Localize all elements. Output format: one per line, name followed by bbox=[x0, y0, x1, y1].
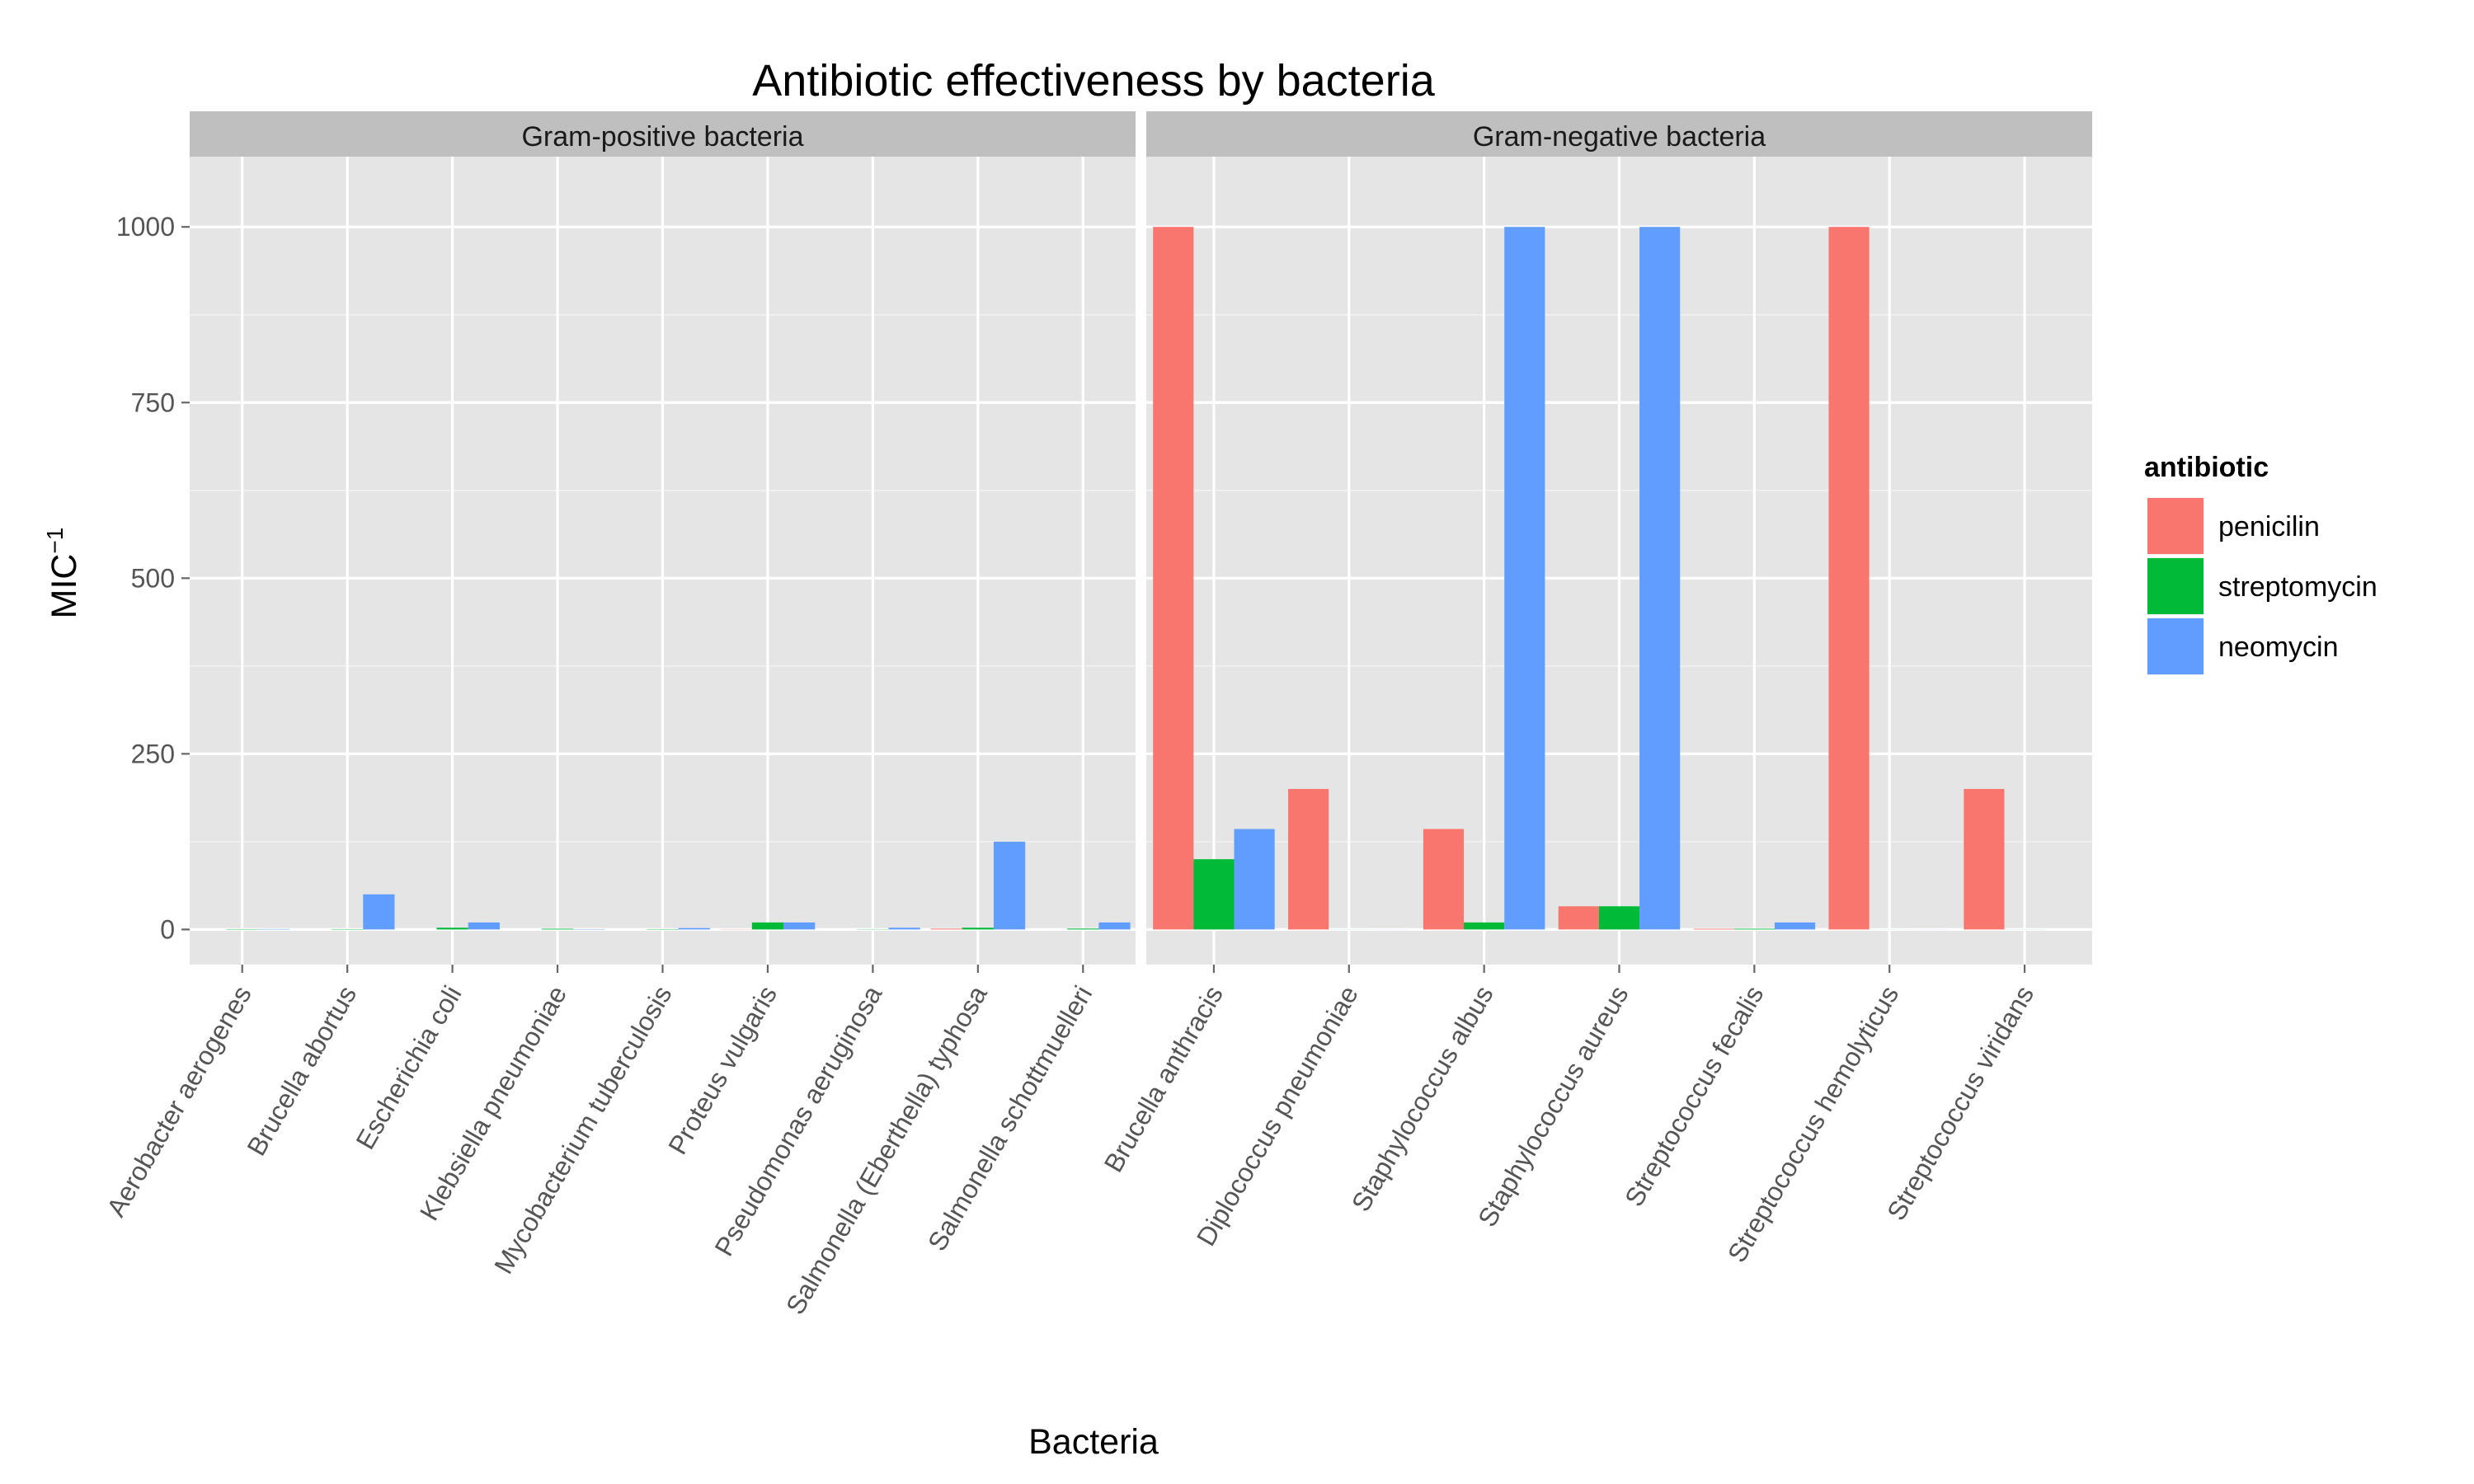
y-tick-label: 500 bbox=[131, 563, 175, 593]
y-tick-label: 1000 bbox=[116, 212, 175, 242]
x-tick-label: Streptococcus fecalis bbox=[1619, 981, 1769, 1212]
y-axis-title: MIC−1 bbox=[42, 528, 84, 619]
x-tick-label: Staphylococcus albus bbox=[1346, 981, 1499, 1217]
chart-title: Antibiotic effectiveness by bacteria bbox=[752, 56, 1435, 106]
bar-neomycin-3 bbox=[1639, 227, 1681, 930]
facet-panel-1: Gram-positive bacteria Aerobacter aerogen… bbox=[101, 111, 1136, 1319]
legend-label: penicilin bbox=[2218, 511, 2320, 542]
bar-streptomycin-5 bbox=[751, 922, 784, 930]
y-tick-label: 250 bbox=[131, 739, 175, 768]
y-axis-title-main: MIC bbox=[45, 554, 84, 619]
bar-penicilin-1 bbox=[1288, 788, 1329, 930]
bar-neomycin-4 bbox=[1774, 922, 1816, 930]
bar-neomycin-1 bbox=[363, 894, 395, 930]
facet-strip-label: Gram-positive bacteria bbox=[521, 121, 803, 153]
facet-strip bbox=[190, 111, 1136, 158]
x-tick-label: Diplococcus pneumoniae bbox=[1191, 981, 1364, 1252]
y-axis-title-superscript: −1 bbox=[42, 528, 68, 554]
x-tick-label: Mycobacterium tuberculosis bbox=[488, 981, 677, 1279]
bar-streptomycin-0 bbox=[1193, 859, 1235, 930]
facet-strip-label: Gram-negative bacteria bbox=[1473, 121, 1766, 153]
bar-penicilin-2 bbox=[1423, 829, 1465, 930]
x-tick-label: Brucella abortus bbox=[241, 981, 362, 1161]
bar-neomycin-7 bbox=[993, 841, 1026, 930]
bar-neomycin-8 bbox=[1098, 922, 1131, 930]
legend: antibiotic penicilin streptomycin neomycin bbox=[2144, 452, 2378, 677]
legend-swatch-neomycin bbox=[2147, 618, 2204, 674]
bar-neomycin-5 bbox=[783, 922, 816, 930]
facet-strip bbox=[1146, 111, 2092, 158]
bar-penicilin-5 bbox=[1828, 227, 1870, 930]
bar-streptomycin-2 bbox=[436, 928, 468, 930]
x-axis-title: Bacteria bbox=[1028, 1422, 1159, 1462]
bar-neomycin-0 bbox=[257, 928, 290, 930]
x-tick-label: Escherichia coli bbox=[350, 981, 467, 1155]
bar-streptomycin-7 bbox=[962, 928, 994, 930]
bar-streptomycin-3 bbox=[1598, 906, 1640, 930]
bar-neomycin-0 bbox=[1234, 829, 1275, 930]
legend-swatch-streptomycin bbox=[2147, 558, 2204, 614]
legend-title: antibiotic bbox=[2144, 452, 2269, 483]
bar-penicilin-6 bbox=[1964, 788, 2005, 930]
facet-panel-2: Gram-negative bacteria Brucella anthracis… bbox=[1098, 111, 2092, 1267]
x-tick-label: Staphylococcus aureus bbox=[1472, 981, 1634, 1233]
x-tick-label: Brucella anthracis bbox=[1098, 981, 1229, 1177]
x-tick-label: Streptococcus viridans bbox=[1881, 981, 2039, 1226]
bar-penicilin-0 bbox=[1153, 227, 1194, 930]
bar-penicilin-3 bbox=[1558, 906, 1599, 930]
bar-penicilin-7 bbox=[930, 928, 962, 930]
bar-neomycin-2 bbox=[468, 922, 500, 930]
x-tick-label: Salmonella (Eberthella) typhosa bbox=[780, 980, 993, 1319]
y-tick-label: 750 bbox=[131, 387, 175, 417]
legend-label: neomycin bbox=[2218, 632, 2339, 663]
bar-streptomycin-4 bbox=[1733, 928, 1775, 930]
bar-neomycin-6 bbox=[888, 928, 920, 930]
y-tick-label: 0 bbox=[160, 914, 175, 944]
legend-swatch-penicilin bbox=[2147, 498, 2204, 554]
bar-penicilin-4 bbox=[1693, 928, 1734, 930]
bar-streptomycin-2 bbox=[1464, 922, 1505, 930]
legend-label: streptomycin bbox=[2218, 571, 2378, 603]
x-tick-label: Aerobacter aerogenes bbox=[101, 981, 257, 1222]
svg-text:MIC−1: MIC−1 bbox=[42, 528, 84, 619]
bar-neomycin-2 bbox=[1504, 227, 1545, 930]
bar-neomycin-4 bbox=[678, 928, 710, 930]
bar-streptomycin-8 bbox=[1067, 928, 1099, 930]
bar-streptomycin-3 bbox=[541, 928, 574, 930]
x-tick-label: Proteus vulgaris bbox=[662, 981, 783, 1160]
